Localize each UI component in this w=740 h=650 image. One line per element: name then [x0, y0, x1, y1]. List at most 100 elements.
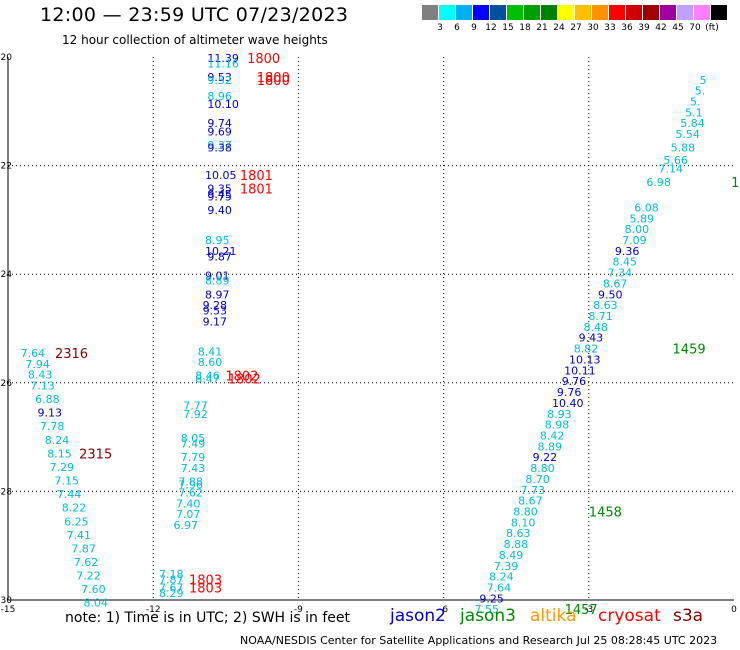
legend-swatch	[422, 5, 438, 20]
wave-height-label: 8.41	[198, 345, 223, 358]
wave-height-label: 7.40	[176, 497, 201, 510]
wave-height-label: 5.	[695, 85, 706, 98]
legend-swatch	[609, 5, 625, 20]
wave-height-label: 8.05	[181, 432, 206, 445]
wave-height-label: 8.00	[625, 223, 650, 236]
wave-height-label: 7.43	[181, 462, 206, 475]
wave-height-label: 7.62	[178, 486, 203, 499]
wave-height-label: 7.64	[21, 347, 46, 360]
wave-height-label: 10.10	[207, 98, 239, 111]
legend-swatch	[643, 5, 659, 20]
lat-tick-label: -26	[0, 379, 12, 389]
wave-height-label: 7.92	[183, 408, 208, 421]
lon-tick-label: -3	[584, 605, 593, 615]
axis-ticks: -15-12-9-6-30-20-22-24-26-28-30	[0, 53, 737, 615]
wave-height-label: 9.28	[203, 299, 228, 312]
wave-height-label: 7.07	[176, 508, 201, 521]
wave-height-label: 7.60	[81, 583, 106, 596]
legend-label: 9	[471, 23, 477, 33]
lat-tick-label: -30	[0, 596, 12, 606]
wave-height-label: 9.22	[533, 451, 558, 464]
grid-lines	[8, 57, 734, 600]
legend-label: (ft)	[705, 23, 719, 33]
wave-height-label: 7.88	[178, 476, 203, 489]
footer-note: note: 1) Time is in UTC; 2) SWH is in fe…	[65, 610, 351, 626]
pass-time-labels: 1800180018001801180118021802180318032316…	[55, 52, 739, 618]
wave-height-label: 9.76	[557, 386, 582, 399]
wave-height-label: 9.37	[207, 139, 232, 152]
wave-height-label: 8.63	[506, 527, 531, 540]
lon-tick-label: 0	[731, 605, 737, 615]
pass-time-label: 1802	[228, 372, 261, 387]
wave-height-label: 9.45	[207, 188, 232, 201]
wave-height-label: 8.60	[198, 356, 223, 369]
wave-height-label: 5.89	[629, 212, 654, 225]
wave-height-label: 5.1	[685, 106, 703, 119]
lat-tick-label: -20	[0, 53, 12, 63]
legend-label: 45	[672, 23, 684, 33]
legend-swatch	[592, 5, 608, 20]
legend-swatch	[456, 5, 472, 20]
wave-height-label: 7.44	[57, 488, 82, 501]
wave-height-label: 11.16	[207, 58, 239, 71]
wave-height-label: 9.53	[203, 305, 228, 318]
wave-height-label: 6.98	[646, 176, 671, 189]
legend-label: 33	[604, 23, 616, 33]
wave-height-label: 7.94	[25, 358, 50, 371]
wave-height-label: 7.13	[30, 380, 55, 393]
wave-height-label: 7.09	[622, 234, 647, 247]
wave-height-label: 8.93	[547, 408, 572, 421]
lon-tick-label: -9	[294, 605, 303, 615]
wave-height-label: 8.96	[207, 90, 232, 103]
wave-height-label: 7.87	[71, 542, 96, 555]
wave-height-label: 8.48	[583, 321, 608, 334]
wave-height-label: 8.22	[62, 502, 87, 515]
legend-swatch	[490, 5, 506, 20]
legend-swatch	[626, 5, 642, 20]
wave-height-label: 8.71	[588, 310, 613, 323]
map-subtitle: 12 hour collection of altimeter wave hei…	[62, 33, 328, 47]
satellite-cryosat: cryosat	[598, 606, 661, 626]
wave-height-label: 8.43	[28, 369, 53, 382]
wave-height-label: 8.67	[603, 277, 628, 290]
wave-height-label: 9.76	[562, 375, 587, 388]
wave-height-label: 9.35	[207, 182, 232, 195]
legend-swatch	[575, 5, 591, 20]
wave-height-label: 7.49	[181, 438, 206, 451]
legend-label: 3	[437, 23, 443, 33]
legend-label: 39	[638, 23, 650, 33]
legend-label: 36	[621, 23, 633, 33]
wave-height-label: 8.24	[45, 434, 69, 447]
wave-height-label: 8.67	[518, 495, 543, 508]
legend-label: 21	[536, 23, 548, 33]
wave-height-label: 7.67	[159, 582, 184, 595]
wave-height-label: 5.84	[680, 117, 705, 130]
wave-height-label: 8.49	[499, 549, 524, 562]
legend-swatch	[541, 5, 557, 20]
wave-height-label: 9.75	[207, 191, 232, 204]
wave-height-label: 5.88	[671, 142, 696, 155]
legend-swatch	[677, 5, 693, 20]
wave-height-label: 8.46	[195, 370, 220, 383]
lon-tick-label: -6	[439, 605, 448, 615]
legend-label: 18	[519, 23, 531, 33]
wave-height-label: 8.45	[613, 256, 638, 269]
wave-height-points: 11.3911.169.539.528.9610.109.749.699.379…	[21, 52, 707, 616]
pass-time-label: 1801	[240, 169, 273, 184]
satellite-s3a: s3a	[673, 606, 704, 626]
wave-height-label: 6.88	[35, 393, 60, 406]
wave-height-label: 6.08	[634, 201, 659, 214]
wave-height-label: 8.15	[47, 447, 71, 460]
pass-time-label: 1802	[225, 370, 258, 385]
wave-height-label: 8.95	[205, 234, 230, 247]
pass-time-label: 1457	[565, 603, 598, 618]
wave-height-label: 8.88	[504, 538, 528, 551]
legend-swatch	[694, 5, 710, 20]
wave-height-label: 7.73	[521, 484, 546, 497]
wave-height-label: 7.41	[67, 529, 92, 542]
legend-swatch	[558, 5, 574, 20]
lat-tick-label: -28	[0, 487, 12, 497]
wave-height-label: 7.39	[494, 560, 519, 573]
wave-height-label: 8.42	[540, 429, 565, 442]
